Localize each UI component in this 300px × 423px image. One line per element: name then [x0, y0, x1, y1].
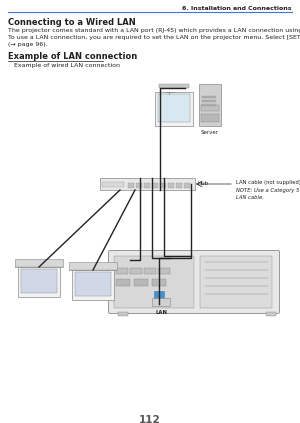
Bar	[158, 94, 190, 122]
Bar	[202, 104, 216, 106]
Text: Example of LAN connection: Example of LAN connection	[8, 52, 137, 61]
Bar	[18, 267, 60, 297]
Bar	[202, 100, 216, 102]
Bar	[116, 279, 130, 286]
Bar	[136, 183, 142, 188]
Bar	[202, 96, 216, 98]
Bar	[159, 84, 189, 88]
Bar	[199, 84, 221, 126]
Text: (→ page 96).: (→ page 96).	[8, 42, 48, 47]
Text: Server: Server	[201, 130, 219, 135]
Bar	[100, 178, 195, 190]
Bar	[15, 259, 63, 267]
Bar	[266, 312, 276, 316]
Text: 112: 112	[139, 415, 161, 423]
Bar	[144, 268, 156, 274]
Bar	[155, 92, 193, 126]
Bar	[116, 268, 128, 274]
Bar	[144, 183, 150, 188]
Bar	[75, 272, 111, 296]
Bar	[114, 256, 194, 308]
Bar	[130, 268, 142, 274]
Bar	[200, 256, 272, 308]
Bar	[118, 312, 128, 316]
Text: LAN cable (not supplied): LAN cable (not supplied)	[236, 180, 300, 185]
Text: To use a LAN connection, you are required to set the LAN on the projector menu. : To use a LAN connection, you are require…	[8, 35, 300, 40]
Bar	[168, 183, 174, 188]
Text: 6. Installation and Connections: 6. Installation and Connections	[182, 6, 292, 11]
Bar	[152, 298, 170, 306]
Bar	[158, 268, 170, 274]
Bar	[152, 279, 166, 286]
Text: Hub: Hub	[197, 181, 208, 186]
FancyBboxPatch shape	[109, 250, 280, 313]
Bar	[160, 183, 166, 188]
Text: Example of wired LAN connection: Example of wired LAN connection	[8, 63, 120, 68]
Bar	[176, 183, 182, 188]
Bar	[152, 183, 158, 188]
Text: NOTE: Use a Category 5 or higher
LAN cable.: NOTE: Use a Category 5 or higher LAN cab…	[236, 188, 300, 200]
Text: Connecting to a Wired LAN: Connecting to a Wired LAN	[8, 18, 136, 27]
Text: The projector comes standard with a LAN port (RJ-45) which provides a LAN connec: The projector comes standard with a LAN …	[8, 28, 300, 33]
Bar	[21, 269, 57, 293]
Text: LAN: LAN	[155, 310, 167, 315]
Bar	[128, 183, 134, 188]
Bar	[72, 270, 114, 300]
Bar	[201, 105, 219, 111]
Bar	[184, 183, 190, 188]
Bar	[102, 182, 124, 187]
Bar	[69, 262, 117, 270]
Bar	[134, 279, 148, 286]
Bar	[201, 114, 219, 122]
Bar	[154, 291, 164, 298]
